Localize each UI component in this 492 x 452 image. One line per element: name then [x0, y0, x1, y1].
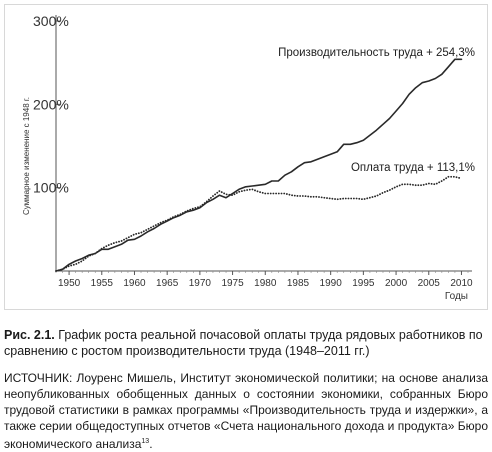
source-note: ИСТОЧНИК: Лоуренс Мишель, Институт эконо… [4, 370, 488, 452]
x-tick-label: 2000 [385, 278, 408, 289]
figure-label: Рис. 2.1. [4, 328, 55, 342]
annotations: Производительность труда + 254,3% Оплата … [278, 47, 475, 174]
line-chart: 100% 200% 300% Суммарное изменение с 1948 г… [22, 13, 475, 302]
x-tick-label: 1980 [254, 278, 277, 289]
x-tick-label: 2010 [450, 278, 473, 289]
x-axis: 1950 1955 1960 1965 1970 1975 1980 1985 1990 1995… [55, 270, 473, 302]
productivity-annotation: Производительность труда + 254,3% [278, 47, 475, 59]
y-axis: 100% 200% 300% Суммарное изменение с 1948 г… [22, 13, 69, 271]
x-tick-label: 1965 [156, 278, 179, 289]
x-tick-label: 2005 [418, 278, 441, 289]
compensation-annotation: Оплата труда + 113,1% [351, 162, 475, 174]
y-axis-title: Суммарное изменение с 1948 г. [22, 97, 31, 215]
x-tick-label: 1985 [287, 278, 310, 289]
x-tick-label: 1990 [320, 278, 343, 289]
y-tick-label: 200% [33, 96, 69, 112]
x-tick-label: 1970 [189, 278, 212, 289]
x-tick-label: 1975 [221, 278, 244, 289]
caption-text: График роста реальной почасовой оплаты т… [4, 328, 483, 358]
x-tick-label: 1950 [58, 278, 81, 289]
series-group [55, 58, 463, 272]
source-footnote: 13 [141, 438, 150, 445]
chart-frame: 100% 200% 300% Суммарное изменение с 1948 г… [4, 4, 488, 310]
x-axis-title: Годы [445, 291, 468, 302]
productivity-line [55, 58, 463, 272]
x-tick-label: 1995 [352, 278, 375, 289]
source-tail: . [149, 437, 153, 451]
source-text: ИСТОЧНИК: Лоуренс Мишель, Институт эконо… [4, 371, 488, 451]
y-tick-label: 300% [33, 13, 69, 29]
x-tick-label: 1960 [123, 278, 146, 289]
figure-caption: Рис. 2.1. График роста реальной почасово… [4, 327, 488, 359]
y-tick-label: 100% [33, 180, 69, 196]
x-tick-label: 1955 [91, 278, 114, 289]
compensation-line [55, 175, 463, 272]
